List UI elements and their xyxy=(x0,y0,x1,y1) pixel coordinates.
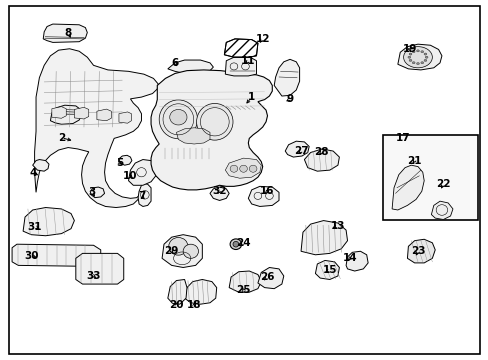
Polygon shape xyxy=(12,244,101,266)
Text: 6: 6 xyxy=(171,58,178,68)
Polygon shape xyxy=(397,44,441,70)
Ellipse shape xyxy=(420,51,423,53)
Text: 22: 22 xyxy=(435,179,450,189)
Text: 14: 14 xyxy=(342,253,357,263)
Text: 9: 9 xyxy=(286,94,293,104)
Polygon shape xyxy=(304,149,339,171)
Polygon shape xyxy=(50,105,81,124)
Ellipse shape xyxy=(408,53,411,55)
Text: 29: 29 xyxy=(164,246,179,256)
Polygon shape xyxy=(225,158,261,178)
Ellipse shape xyxy=(407,56,410,58)
Text: 25: 25 xyxy=(236,285,250,295)
Polygon shape xyxy=(315,260,339,279)
Polygon shape xyxy=(167,60,213,73)
Text: 11: 11 xyxy=(241,56,255,66)
Polygon shape xyxy=(407,239,434,263)
Text: 1: 1 xyxy=(247,92,255,102)
Polygon shape xyxy=(33,159,49,171)
Ellipse shape xyxy=(169,109,186,125)
Polygon shape xyxy=(301,221,347,255)
Text: 12: 12 xyxy=(255,34,269,44)
Ellipse shape xyxy=(249,165,256,172)
Ellipse shape xyxy=(423,53,426,55)
Text: 33: 33 xyxy=(86,271,101,281)
Ellipse shape xyxy=(424,56,427,58)
Ellipse shape xyxy=(230,165,237,172)
Text: 13: 13 xyxy=(330,221,345,231)
Ellipse shape xyxy=(411,51,414,53)
Polygon shape xyxy=(167,279,186,304)
Ellipse shape xyxy=(411,62,414,64)
Text: 5: 5 xyxy=(116,158,123,168)
Text: 4: 4 xyxy=(30,168,37,178)
Text: 27: 27 xyxy=(293,146,308,156)
Polygon shape xyxy=(97,109,111,121)
Polygon shape xyxy=(209,187,229,201)
Text: 32: 32 xyxy=(212,186,226,196)
Polygon shape xyxy=(128,159,156,185)
Text: 10: 10 xyxy=(123,171,138,181)
Ellipse shape xyxy=(168,238,187,255)
Polygon shape xyxy=(257,267,283,289)
Polygon shape xyxy=(162,235,202,267)
Polygon shape xyxy=(274,59,299,96)
Polygon shape xyxy=(346,251,367,271)
Text: 30: 30 xyxy=(24,251,39,261)
Text: 17: 17 xyxy=(395,133,410,143)
Text: 16: 16 xyxy=(260,186,274,196)
Polygon shape xyxy=(43,24,87,42)
Ellipse shape xyxy=(408,59,411,62)
Text: 20: 20 xyxy=(169,300,183,310)
Text: 2: 2 xyxy=(58,133,65,143)
Text: 23: 23 xyxy=(410,246,425,256)
Polygon shape xyxy=(176,128,209,144)
Text: 21: 21 xyxy=(407,156,421,166)
Text: 31: 31 xyxy=(27,221,42,231)
Text: 7: 7 xyxy=(138,191,145,201)
Text: 26: 26 xyxy=(260,272,274,282)
Ellipse shape xyxy=(403,47,431,68)
Ellipse shape xyxy=(159,100,197,139)
Ellipse shape xyxy=(416,50,419,52)
Polygon shape xyxy=(285,141,308,157)
Polygon shape xyxy=(391,165,424,210)
Polygon shape xyxy=(138,184,151,207)
Polygon shape xyxy=(76,253,123,284)
Polygon shape xyxy=(74,107,89,119)
Polygon shape xyxy=(430,201,452,220)
Polygon shape xyxy=(151,70,272,190)
Ellipse shape xyxy=(420,62,423,64)
Text: 8: 8 xyxy=(64,27,72,37)
Text: 15: 15 xyxy=(322,265,336,275)
Text: 3: 3 xyxy=(88,187,96,197)
Polygon shape xyxy=(225,57,256,76)
Text: 19: 19 xyxy=(402,44,416,54)
Text: 28: 28 xyxy=(313,148,328,157)
Polygon shape xyxy=(90,187,104,198)
Ellipse shape xyxy=(239,165,247,172)
Polygon shape xyxy=(35,49,158,207)
Ellipse shape xyxy=(196,103,232,140)
Polygon shape xyxy=(119,112,131,123)
Ellipse shape xyxy=(183,244,198,258)
Polygon shape xyxy=(248,186,279,207)
Text: 18: 18 xyxy=(186,300,201,310)
Ellipse shape xyxy=(230,239,241,249)
Ellipse shape xyxy=(423,59,426,62)
Ellipse shape xyxy=(416,63,419,65)
Polygon shape xyxy=(119,155,132,165)
Ellipse shape xyxy=(232,242,238,247)
Polygon shape xyxy=(23,207,74,236)
Polygon shape xyxy=(184,279,216,304)
Text: 24: 24 xyxy=(236,238,250,248)
Polygon shape xyxy=(229,271,261,292)
Bar xyxy=(383,135,477,220)
Polygon shape xyxy=(52,107,66,118)
